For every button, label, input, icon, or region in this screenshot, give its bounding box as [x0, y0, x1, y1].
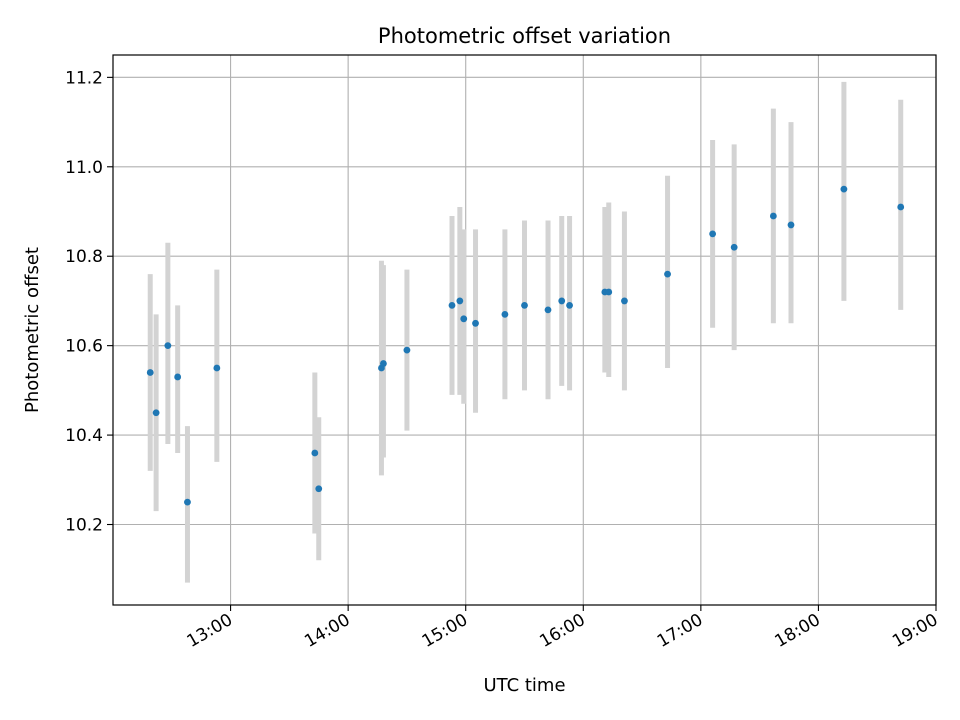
- data-point: [213, 364, 221, 372]
- data-point: [521, 302, 528, 309]
- data-point: [174, 373, 182, 381]
- data-points: [146, 185, 905, 506]
- data-point: [501, 310, 509, 318]
- data-point: [897, 203, 905, 211]
- data-point: [311, 449, 319, 457]
- data-point: [709, 230, 717, 238]
- data-point: [605, 288, 613, 296]
- y-tick-label: 10.6: [65, 337, 103, 357]
- data-point: [456, 297, 464, 305]
- data-point: [152, 409, 160, 417]
- data-point: [558, 297, 566, 305]
- data-point: [621, 297, 628, 305]
- data-point: [730, 243, 738, 251]
- data-point: [664, 270, 671, 278]
- data-point: [315, 485, 323, 493]
- data-point: [448, 302, 456, 309]
- plot-frame: [112, 54, 937, 606]
- y-tick-label: 10.4: [65, 426, 103, 446]
- data-point: [184, 498, 191, 506]
- data-point: [146, 369, 154, 376]
- data-point: [472, 319, 479, 327]
- data-point: [787, 221, 795, 229]
- x-axis-label: UTC time: [483, 675, 565, 696]
- data-point: [544, 306, 552, 314]
- data-point: [460, 315, 468, 323]
- y-tick-label: 10.2: [65, 516, 103, 536]
- chart-title: Photometric offset variation: [378, 24, 671, 48]
- data-point: [566, 302, 573, 309]
- data-point: [840, 185, 848, 193]
- data-point: [164, 342, 172, 350]
- data-point: [403, 346, 411, 354]
- grid: [113, 55, 937, 605]
- data-point: [769, 212, 777, 220]
- data-point: [380, 360, 387, 367]
- y-tick-label: 11.0: [65, 158, 103, 178]
- y-tick-label: 10.8: [65, 247, 103, 267]
- y-tick-label: 11.2: [65, 68, 103, 88]
- y-axis-label: Photometric offset: [22, 247, 43, 413]
